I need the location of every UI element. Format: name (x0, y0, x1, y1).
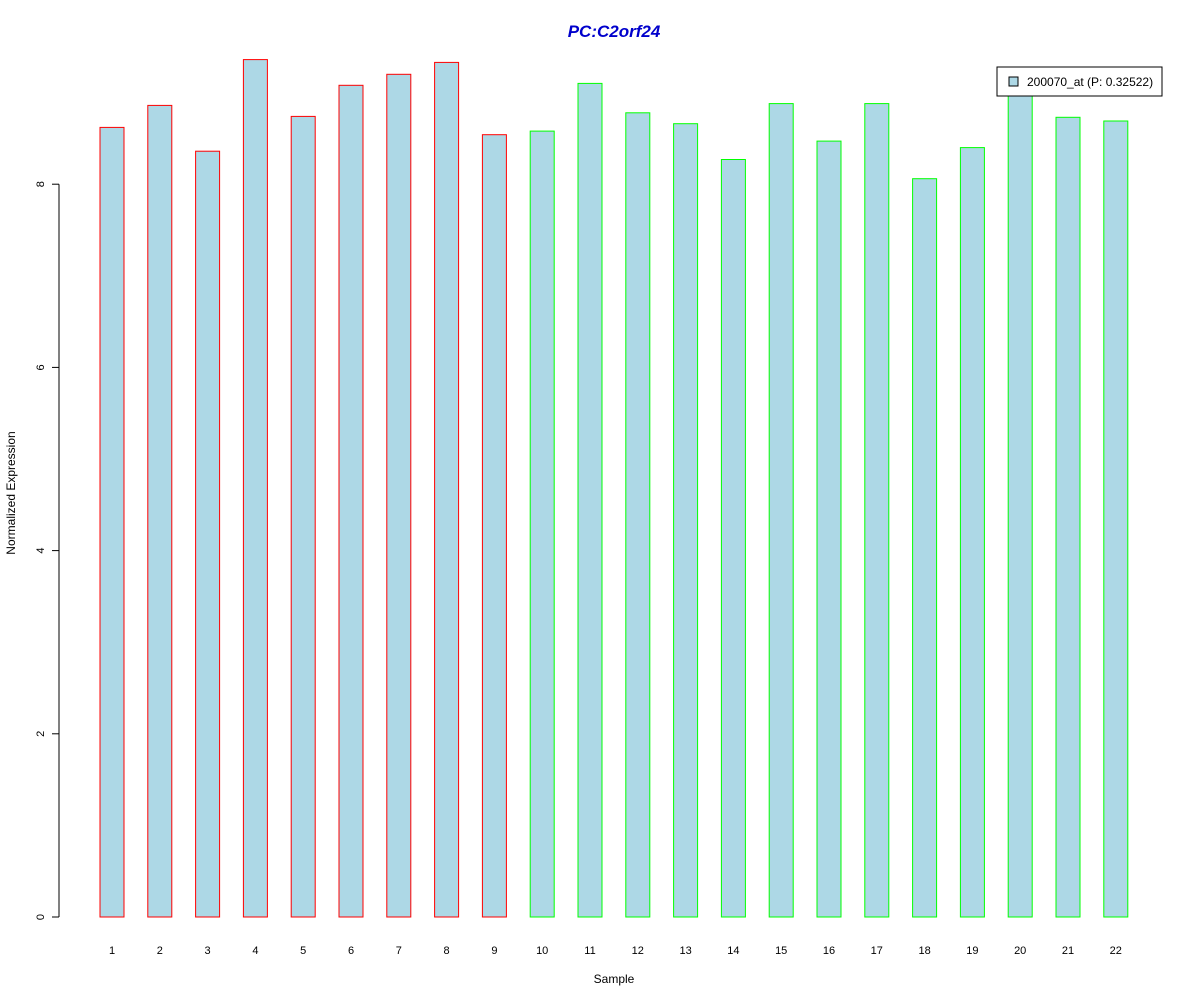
x-tick-label: 21 (1062, 945, 1074, 957)
x-tick-label: 1 (109, 945, 115, 957)
y-axis-label: Normalized Expression (4, 431, 18, 554)
y-tick-label: 2 (35, 731, 47, 737)
y-tick-label: 0 (35, 914, 47, 920)
x-tick-labels: 1 2 3 4 5 6 7 8 9 10 11 12 13 14 15 16 17 18 19 20 21 22 (109, 945, 1122, 957)
x-tick-label: 16 (823, 945, 835, 957)
legend-box (996, 66, 1163, 97)
bar-sample-22 (1103, 120, 1129, 918)
x-tick-label: 4 (252, 945, 258, 957)
bar-sample-13 (673, 123, 699, 918)
bars-group (99, 59, 1129, 918)
bar-sample-2 (147, 104, 173, 918)
x-tick-label: 7 (396, 945, 402, 957)
chart-title: PC:C2orf24 (568, 22, 661, 41)
bar-sample-3 (195, 150, 221, 918)
legend: 200070_at (P: 0.32522) (996, 66, 1163, 97)
bar-sample-19 (959, 147, 985, 918)
x-tick-label: 19 (966, 945, 978, 957)
x-tick-label: 18 (918, 945, 930, 957)
legend-label: 200070_at (P: 0.32522) (1027, 75, 1153, 89)
bar-sample-20 (1007, 90, 1033, 918)
x-tick-label: 14 (727, 945, 739, 957)
x-tick-label: 8 (444, 945, 450, 957)
x-tick-label: 6 (348, 945, 354, 957)
y-tick-label: 4 (35, 548, 47, 554)
bar-sample-16 (816, 140, 842, 918)
bar-sample-10 (529, 130, 555, 918)
x-tick-label: 17 (871, 945, 883, 957)
y-tick-label: 8 (35, 181, 47, 187)
y-tick-label: 6 (35, 364, 47, 370)
bar-sample-21 (1055, 116, 1081, 918)
bar-sample-6 (338, 84, 364, 918)
x-axis-label: Sample (594, 972, 635, 986)
x-tick-label: 2 (157, 945, 163, 957)
x-tick-label: 20 (1014, 945, 1026, 957)
x-tick-label: 5 (300, 945, 306, 957)
x-tick-label: 9 (491, 945, 497, 957)
bar-sample-7 (386, 73, 412, 918)
legend-swatch (1008, 76, 1019, 87)
y-axis: 0 2 4 6 8 (35, 181, 60, 920)
bar-sample-9 (481, 134, 507, 918)
x-tick-label: 11 (584, 945, 595, 957)
x-tick-label: 13 (679, 945, 691, 957)
bar-sample-4 (242, 59, 268, 918)
x-tick-label: 15 (775, 945, 787, 957)
x-tick-label: 10 (536, 945, 548, 957)
bar-sample-18 (912, 178, 938, 918)
x-tick-label: 12 (632, 945, 644, 957)
bar-sample-12 (625, 112, 651, 918)
bar-sample-17 (864, 103, 890, 918)
bar-sample-1 (99, 126, 125, 918)
bar-sample-8 (434, 61, 460, 918)
bar-sample-5 (290, 115, 316, 918)
bar-sample-14 (720, 159, 746, 918)
bar-sample-15 (768, 103, 794, 918)
x-tick-label: 3 (205, 945, 211, 957)
bar-sample-11 (577, 82, 603, 918)
x-tick-label: 22 (1110, 945, 1122, 957)
